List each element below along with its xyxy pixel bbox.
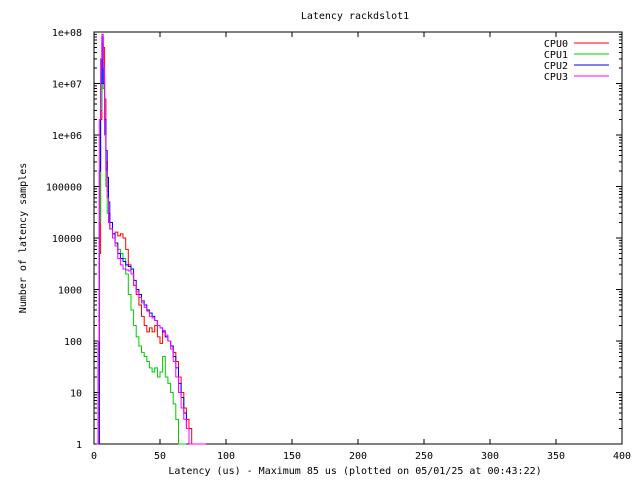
x-tick-label: 0 — [91, 451, 97, 462]
x-tick-label: 200 — [349, 451, 367, 462]
y-tick-label: 1 — [76, 440, 82, 451]
y-tick-label: 100000 — [46, 183, 82, 194]
x-tick-label: 300 — [481, 451, 499, 462]
y-axis-label: Number of latency samples — [18, 163, 29, 314]
x-tick-label: 350 — [547, 451, 565, 462]
axis-ticks: 0 50 100 150 200 250 300 350 400 1 10 100 1000 10000 1… — [46, 28, 631, 462]
series-line-cpu3 — [96, 33, 207, 445]
x-tick-label: 150 — [283, 451, 301, 462]
series-layer — [96, 33, 207, 445]
y-tick-label: 10 — [70, 389, 82, 400]
y-tick-label: 1000 — [58, 286, 82, 297]
y-tick-label: 10000 — [52, 234, 82, 245]
y-tick-label: 1e+08 — [52, 28, 82, 39]
legend-label-cpu1: CPU1 — [544, 50, 568, 61]
chart-title: Latency rackdslot1 — [301, 11, 409, 22]
x-axis-label: Latency (us) - Maximum 85 us (plotted on… — [168, 466, 541, 477]
legend-label-cpu2: CPU2 — [544, 61, 568, 72]
y-tick-label: 1e+06 — [52, 131, 82, 142]
y-tick-label: 100 — [64, 337, 82, 348]
legend-label-cpu0: CPU0 — [544, 39, 568, 50]
legend-label-cpu3: CPU3 — [544, 72, 568, 83]
series-line-cpu1 — [98, 42, 187, 445]
y-tick-label: 1e+07 — [52, 80, 82, 91]
x-tick-label: 400 — [613, 451, 631, 462]
x-tick-label: 250 — [415, 451, 433, 462]
x-tick-label: 50 — [154, 451, 166, 462]
x-tick-label: 100 — [217, 451, 235, 462]
